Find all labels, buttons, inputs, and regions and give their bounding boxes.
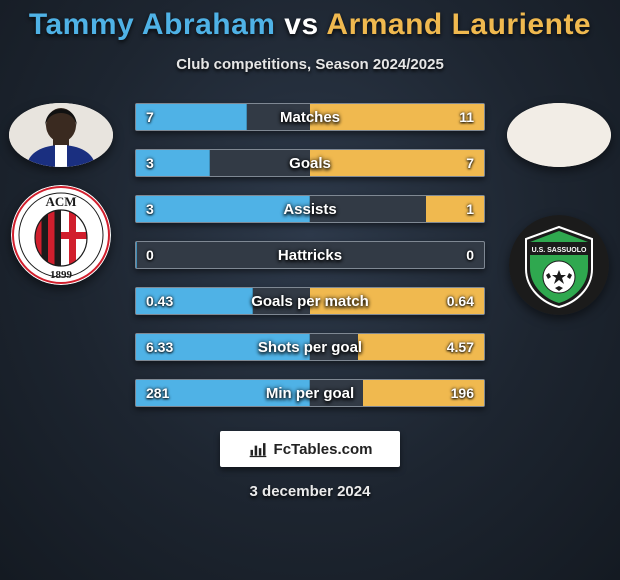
stat-bars: 711Matches37Goals31Assists00Hattricks0.4… — [135, 103, 485, 407]
stat-value-left: 281 — [136, 380, 179, 406]
svg-text:U.S. SASSUOLO: U.S. SASSUOLO — [532, 247, 587, 254]
stat-row: 281196Min per goal — [135, 379, 485, 407]
stat-value-left: 7 — [136, 104, 164, 130]
stat-value-right: 196 — [441, 380, 484, 406]
side-right: U.S. SASSUOLO — [504, 103, 614, 315]
title-player-left: Tammy Abraham — [29, 8, 276, 41]
club-right-crest: U.S. SASSUOLO — [509, 215, 609, 315]
stat-row: 00Hattricks — [135, 241, 485, 269]
stat-value-left: 3 — [136, 196, 164, 222]
comparison-title: Tammy Abraham vs Armand Lauriente — [0, 0, 620, 42]
title-vs: vs — [284, 8, 318, 41]
stat-spacer — [310, 334, 358, 360]
stat-spacer — [253, 288, 310, 314]
stat-spacer — [137, 242, 484, 268]
brand-text: FcTables.com — [274, 441, 373, 458]
blank-oval-icon — [507, 103, 611, 167]
stat-value-right: 0.64 — [437, 288, 484, 314]
player-right-photo — [507, 103, 611, 167]
subtitle: Club competitions, Season 2024/2025 — [0, 56, 620, 73]
stat-row: 31Assists — [135, 195, 485, 223]
player-left-photo — [9, 103, 113, 167]
bar-chart-icon — [248, 439, 268, 459]
club-left-crest: ACM 1899 — [11, 185, 111, 285]
stat-spacer — [210, 150, 310, 176]
stat-value-left: 3 — [136, 150, 164, 176]
comparison-arena: ACM 1899 — [0, 103, 620, 407]
title-player-right: Armand Lauriente — [326, 8, 591, 41]
stat-row: 711Matches — [135, 103, 485, 131]
stat-row: 37Goals — [135, 149, 485, 177]
side-left: ACM 1899 — [6, 103, 116, 285]
ac-milan-crest-icon: ACM 1899 — [11, 185, 111, 285]
stat-value-right: 7 — [456, 150, 484, 176]
stat-row: 6.334.57Shots per goal — [135, 333, 485, 361]
stat-spacer — [310, 196, 426, 222]
stat-spacer — [247, 104, 310, 130]
stat-value-right: 4.57 — [437, 334, 484, 360]
sassuolo-crest-icon: U.S. SASSUOLO — [509, 215, 609, 315]
player-left-silhouette-icon — [9, 103, 113, 167]
brand-badge: FcTables.com — [220, 431, 400, 467]
stat-value-left: 6.33 — [136, 334, 183, 360]
stat-row: 0.430.64Goals per match — [135, 287, 485, 315]
stat-value-left: 0 — [136, 242, 164, 268]
stat-value-right: 11 — [449, 104, 484, 130]
stat-value-right: 1 — [456, 196, 484, 222]
stat-value-left: 0.43 — [136, 288, 183, 314]
svg-text:ACM: ACM — [45, 194, 76, 209]
date-text: 3 december 2024 — [0, 483, 620, 500]
stat-spacer — [310, 380, 363, 406]
stat-value-right: 0 — [456, 242, 484, 268]
svg-text:1899: 1899 — [50, 269, 73, 281]
